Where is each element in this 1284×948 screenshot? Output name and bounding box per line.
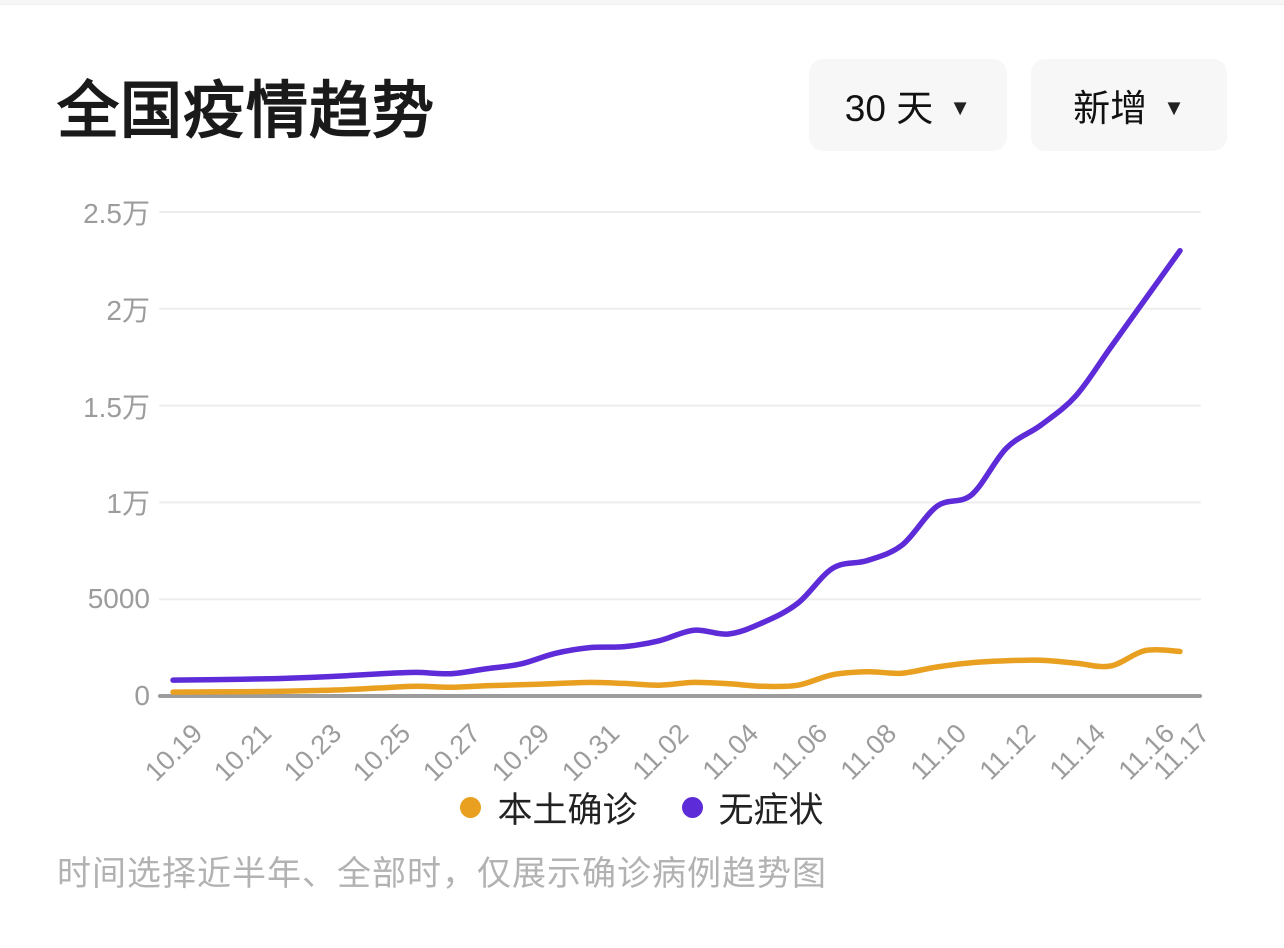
metric-value: 新增 [1073,88,1148,129]
footnote: 时间选择近半年、全部时，仅展示确诊病例趋势图 [57,855,827,893]
legend-dot-icon [460,797,482,818]
chevron-down-icon: ▼ [1163,95,1185,120]
legend-label: 无症状 [718,791,824,830]
chevron-down-icon: ▼ [949,95,971,120]
y-axis-label: 0 [134,680,150,711]
legend-label: 本土确诊 [497,791,638,830]
y-axis-label: 1万 [106,488,150,520]
series-line-asymptomatic [170,247,1183,683]
chart-header: 全国疫情趋势 30 天 ▼ 新增 ▼ [57,55,1227,155]
y-axis-label: 5000 [87,583,150,615]
page-title: 全国疫情趋势 [57,77,436,146]
legend-dot-icon [681,797,703,818]
top-divider [0,0,1284,5]
y-axis-label: 2.5万 [83,198,150,229]
y-axis-label: 1.5万 [83,391,150,423]
legend-item-asymptomatic[interactable]: 无症状 [681,782,824,833]
legend-item-local-confirmed[interactable]: 本土确诊 [460,782,638,833]
header-controls: 30 天 ▼ 新增 ▼ [808,59,1227,151]
chart-legend: 本土确诊 无症状 [0,782,1284,833]
series-line-local-confirmed [170,646,1183,695]
metric-dropdown[interactable]: 新增 ▼ [1031,59,1227,151]
time-range-value: 30 天 [844,88,934,129]
y-axis-label: 2万 [106,294,150,326]
time-range-dropdown[interactable]: 30 天 ▼ [808,59,1007,151]
